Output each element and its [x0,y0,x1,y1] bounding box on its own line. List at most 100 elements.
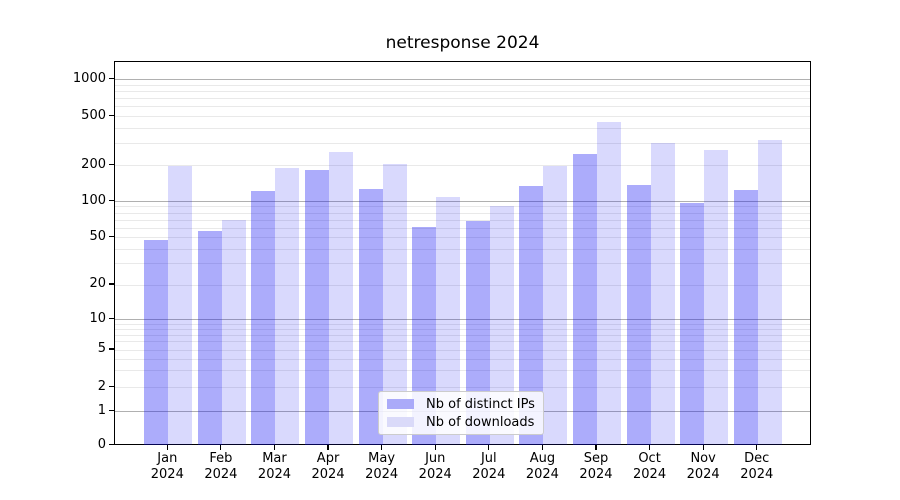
x-tick-month: Jan [157,451,178,466]
x-tick-label-jun: Jun 2024 [405,451,465,483]
y-tick-label-0: 0 [97,436,106,452]
y-tick-label-500: 500 [81,107,106,123]
y-tick-label-200: 200 [81,156,106,172]
gridline-3 [114,370,810,372]
x-tick-mark-feb [220,444,222,450]
x-tick-label-nov: Nov 2024 [673,451,733,483]
gridline-900 [114,84,810,86]
gridline-6 [114,341,810,343]
x-tick-mark-jul [488,444,490,450]
plot-area [113,60,811,445]
legend-swatch-downloads [387,417,414,427]
y-tick-mark-10 [108,317,114,320]
x-tick-label-jul: Jul 2024 [459,451,519,483]
x-tick-label-oct: Oct 2024 [620,451,680,483]
y-tick-label-2: 2 [97,378,106,394]
x-tick-year: 2024 [365,467,399,482]
gridline-400 [114,127,810,129]
y-tick-label-50: 50 [89,228,106,244]
x-tick-year: 2024 [633,467,667,482]
y-tick-mark-50 [108,235,114,238]
gridline-5 [114,349,810,351]
bar-nov-downloads [704,149,729,445]
x-tick-year: 2024 [257,467,292,482]
gridline-7 [114,334,810,336]
legend-swatch-distinct-ips [387,399,414,409]
x-tick-year: 2024 [740,467,774,482]
bar-dec-distinct-ips [733,190,758,445]
x-tick-year: 2024 [579,467,613,482]
bar-feb-downloads [221,220,246,445]
x-tick-year: 2024 [418,467,452,482]
x-tick-mark-mar [273,444,276,450]
chart-title: netresponse 2024 [385,33,540,53]
gridline-20 [114,284,810,286]
gridline-9 [114,323,810,325]
gridline-500 [114,116,810,117]
gridline-30 [114,263,810,265]
x-tick-mark-oct [648,444,651,450]
y-tick-mark-1 [108,409,114,412]
y-tick-mark-200 [108,164,114,166]
y-tick-mark-1000 [108,77,114,80]
bar-jan-downloads [168,165,193,445]
x-tick-month: Sep [583,451,609,466]
x-tick-label-sep: Sep 2024 [566,451,626,483]
gridline-800 [114,90,810,92]
x-tick-year: 2024 [311,467,345,482]
x-tick-mark-aug [541,444,543,450]
x-tick-label-aug: Aug 2024 [512,451,572,483]
x-tick-month: Jun [425,451,446,466]
x-tick-mark-sep [595,444,597,450]
gridline-70 [114,219,810,221]
gridline-2 [114,387,810,388]
y-tick-label-5: 5 [97,341,106,356]
legend-item-downloads: Nb of downloads [387,415,535,430]
y-tick-label-1: 1 [97,402,106,418]
gridline-1000 [114,79,810,80]
bar-mar-distinct-ips [251,191,276,445]
gridline-200 [114,165,810,167]
y-tick-label-1000: 1000 [72,70,106,86]
y-tick-mark-5 [108,348,114,350]
x-tick-month: Apr [316,451,340,466]
x-tick-month: Oct [638,451,661,466]
bar-dec-downloads [757,140,782,445]
gridline-80 [114,212,810,214]
gridline-4 [114,358,810,360]
bar-mar-downloads [275,168,300,445]
bar-oct-downloads [650,143,675,445]
legend: Nb of distinct IPs Nb of downloads [378,391,544,435]
gridline-100 [114,201,810,202]
x-tick-mark-nov [702,444,704,450]
x-tick-month: Nov [690,451,716,466]
x-tick-year: 2024 [472,467,506,482]
y-tick-label-10: 10 [89,310,106,326]
x-tick-month: Feb [209,451,233,466]
x-tick-mark-may [381,444,383,450]
plot-canvas [114,62,810,445]
y-tick-mark-20 [108,283,114,285]
bar-apr-downloads [329,152,354,445]
x-tick-label-dec: Dec 2024 [727,451,787,483]
x-tick-label-jan: Jan 2024 [137,451,197,483]
x-tick-month: Aug [529,451,556,466]
y-tick-mark-2 [108,385,114,388]
x-tick-year: 2024 [686,467,720,482]
bar-oct-distinct-ips [626,185,651,445]
y-tick-label-100: 100 [81,192,106,208]
legend-label-downloads: Nb of downloads [426,414,535,430]
bar-feb-distinct-ips [197,230,222,445]
y-tick-mark-100 [108,199,114,202]
x-tick-label-mar: Mar 2024 [244,451,304,483]
gridline-8 [114,328,810,330]
x-tick-label-may: May 2024 [352,451,412,483]
x-tick-mark-apr [327,444,329,450]
x-tick-year: 2024 [150,467,184,482]
x-tick-mark-dec [756,444,758,450]
bar-sep-downloads [596,122,621,445]
gridline-10 [114,319,810,320]
gridline-90 [114,206,810,208]
bar-aug-downloads [543,165,568,445]
y-tick-label-20: 20 [89,276,106,291]
